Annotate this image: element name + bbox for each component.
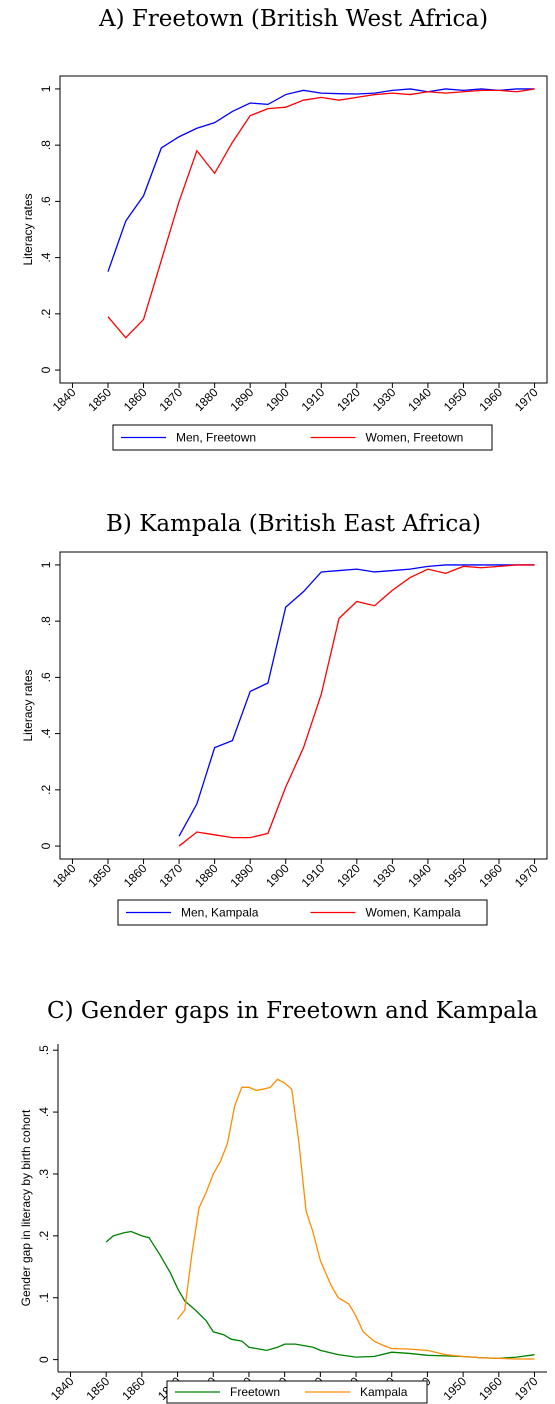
y-tick-label: .6 — [39, 196, 53, 206]
y-tick-label: .1 — [37, 1292, 51, 1302]
x-tick-label: 1970 — [512, 861, 541, 890]
x-tick-label: 1880 — [192, 385, 221, 414]
legend-label: Freetown — [230, 1385, 280, 1399]
y-tick-label: 0 — [39, 366, 53, 373]
x-tick-label: 1960 — [476, 861, 505, 890]
y-tick-label: .8 — [39, 616, 53, 626]
x-tick-label: 1920 — [334, 385, 363, 414]
y-tick-label: .4 — [37, 1107, 51, 1117]
x-tick-label: 1910 — [299, 861, 328, 890]
x-tick-label: 1950 — [440, 1374, 469, 1403]
x-tick-label: 1940 — [405, 385, 434, 414]
plot-frame — [59, 75, 548, 384]
y-tick-label: .4 — [39, 728, 53, 738]
y-tick-label: .4 — [39, 252, 53, 262]
x-tick-label: 1970 — [512, 1374, 541, 1403]
y-tick-label: .2 — [39, 309, 53, 319]
x-tick-label: 1950 — [441, 385, 470, 414]
x-tick-label: 1930 — [370, 385, 399, 414]
x-tick-label: 1840 — [50, 861, 79, 890]
legend-label: Kampala — [360, 1385, 408, 1399]
y-tick-label: .6 — [39, 672, 53, 682]
legend-box — [112, 424, 493, 451]
chart-title: A) Freetown (British West Africa) — [98, 6, 488, 32]
y-tick-label: 0 — [37, 1356, 51, 1363]
x-tick-label: 1910 — [299, 385, 328, 414]
x-tick-label: 1880 — [192, 861, 221, 890]
x-tick-label: 1960 — [476, 385, 505, 414]
y-axis-label: Gender gap in literacy by birth cohort — [19, 1109, 33, 1306]
chart-title: C) Gender gaps in Freetown and Kampala — [47, 998, 538, 1024]
y-tick-label: .8 — [39, 140, 53, 150]
x-tick-label: 1930 — [370, 861, 399, 890]
x-tick-label: 1850 — [85, 861, 114, 890]
legend-label: Women, Kampala — [366, 906, 461, 920]
legend-label: Men, Freetown — [176, 431, 256, 445]
x-tick-label: 1900 — [263, 861, 292, 890]
x-tick-label: 1860 — [119, 1374, 148, 1403]
x-tick-label: 1970 — [512, 385, 541, 414]
x-tick-label: 1860 — [121, 861, 150, 890]
legend-label: Women, Freetown — [366, 431, 464, 445]
y-tick-label: 1 — [39, 561, 53, 568]
legend-box — [166, 1380, 428, 1404]
y-tick-label: 1 — [39, 85, 53, 92]
x-tick-label: 1900 — [263, 385, 292, 414]
chart-title: B) Kampala (British East Africa) — [106, 511, 481, 537]
x-tick-label: 1870 — [156, 385, 185, 414]
y-tick-label: .5 — [37, 1045, 51, 1055]
series-line — [107, 88, 535, 272]
y-tick-label: .2 — [37, 1231, 51, 1241]
plot-frame — [59, 551, 548, 860]
x-tick-label: 1850 — [85, 385, 114, 414]
x-tick-label: 1840 — [50, 385, 79, 414]
x-tick-label: 1850 — [84, 1374, 113, 1403]
legend-box — [117, 899, 488, 926]
x-tick-label: 1940 — [405, 861, 434, 890]
x-tick-label: 1890 — [228, 385, 257, 414]
series-line — [178, 564, 535, 847]
x-tick-label: 1960 — [476, 1374, 505, 1403]
y-tick-label: 0 — [39, 842, 53, 849]
series-line — [107, 88, 535, 339]
y-tick-label: .2 — [39, 785, 53, 795]
x-tick-label: 1840 — [48, 1374, 77, 1403]
y-axis-label: Literacy rates — [21, 193, 35, 265]
x-tick-label: 1860 — [121, 385, 150, 414]
series-line — [105, 1230, 535, 1360]
x-tick-label: 1890 — [228, 861, 257, 890]
y-tick-label: .3 — [37, 1169, 51, 1179]
x-tick-label: 1950 — [441, 861, 470, 890]
y-axis-label: Literacy rates — [21, 669, 35, 741]
series-line — [177, 1078, 535, 1360]
series-line — [178, 564, 535, 837]
x-tick-label: 1920 — [334, 861, 363, 890]
x-tick-label: 1870 — [156, 861, 185, 890]
legend-label: Men, Kampala — [181, 906, 259, 920]
